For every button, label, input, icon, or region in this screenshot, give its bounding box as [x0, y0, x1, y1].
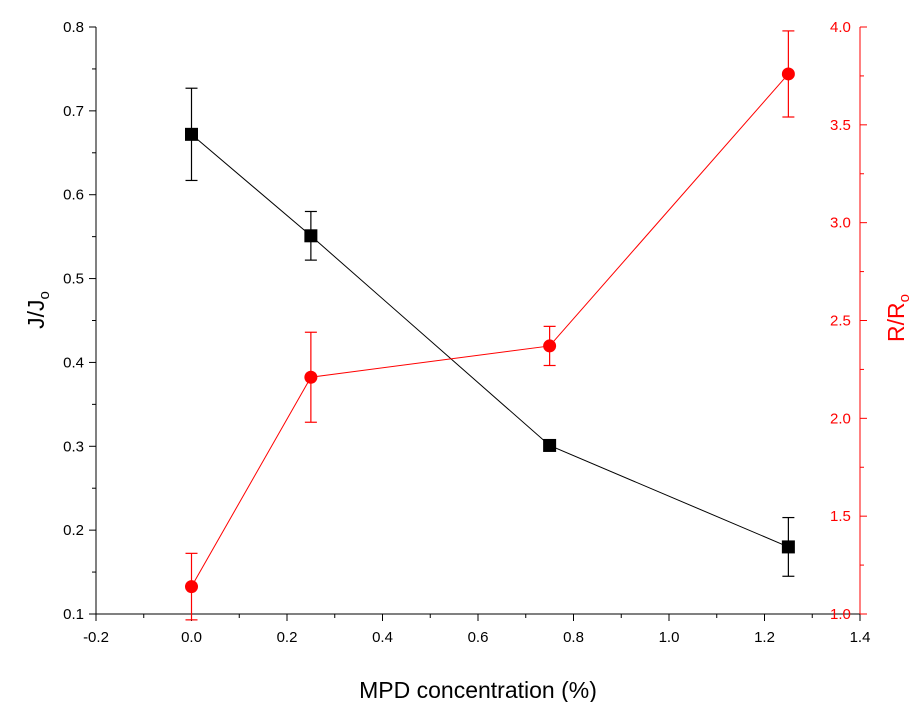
left-y-tick-label: 0.6: [63, 187, 84, 204]
x-axis-title: MPD concentration (%): [359, 677, 597, 702]
data-point-circle: [304, 370, 318, 384]
series-2: [185, 30, 795, 621]
right-y-tick-label: 3.5: [830, 117, 851, 134]
data-point-square: [304, 229, 318, 243]
data-point-circle: [543, 339, 557, 353]
right-y-tick-label: 2.0: [830, 410, 851, 427]
left-y-tick-label: 0.8: [63, 19, 84, 36]
series-1: [185, 87, 795, 577]
series-line: [191, 133, 789, 548]
series-line: [191, 73, 789, 587]
left-y-axis-title-subscript: o: [36, 291, 53, 299]
x-tick-label: 1.0: [659, 629, 680, 646]
left-y-axis-title-main: J/J: [23, 299, 49, 328]
left-y-tick-label: 0.5: [63, 271, 84, 288]
x-tick-label: 1.2: [754, 629, 775, 646]
left-y-axis-ticks: 0.1 0.2 0.3 0.4 0.5 0.6 0.7 0.8: [63, 19, 96, 623]
x-tick-label: 1.4: [850, 629, 871, 646]
right-y-tick-label: 1.0: [830, 606, 851, 623]
right-y-axis-title: R/Ro: [883, 294, 913, 342]
left-y-tick-label: 0.7: [63, 103, 84, 120]
right-y-axis-title-main: R/R: [883, 302, 909, 342]
left-y-tick-label: 0.3: [63, 438, 84, 455]
x-tick-label: 0.8: [563, 629, 584, 646]
right-y-axis-title-subscript: o: [896, 294, 913, 302]
right-y-tick-label: 1.5: [830, 508, 851, 525]
right-y-tick-label: 2.5: [830, 313, 851, 330]
data-point-square: [185, 127, 198, 141]
left-y-tick-label: 0.4: [63, 354, 84, 371]
x-tick-label: 0.6: [468, 629, 489, 646]
data-point-circle: [781, 67, 795, 81]
plot-frame: [95, 27, 861, 615]
series-layer: [185, 30, 795, 621]
x-axis-ticks: -0.2 0.0 0.2 0.4 0.6 0.8 1.0 1.2 1.4: [83, 614, 870, 646]
left-y-tick-label: 0.1: [63, 606, 84, 623]
data-point-circle: [185, 580, 198, 594]
x-tick-label: 0.0: [181, 629, 202, 646]
right-y-axis-ticks: 1.0 1.5 2.0 2.5 3.0 3.5 4.0: [830, 19, 867, 623]
left-y-axis-title: J/Jo: [23, 291, 53, 329]
right-y-tick-label: 4.0: [830, 19, 851, 36]
data-point-square: [543, 438, 557, 452]
right-y-tick-label: 3.0: [830, 215, 851, 232]
data-point-square: [781, 540, 795, 554]
x-tick-label: 0.2: [277, 629, 298, 646]
x-tick-label: 0.4: [372, 629, 393, 646]
left-y-tick-label: 0.2: [63, 522, 84, 539]
x-tick-label: -0.2: [83, 629, 109, 646]
